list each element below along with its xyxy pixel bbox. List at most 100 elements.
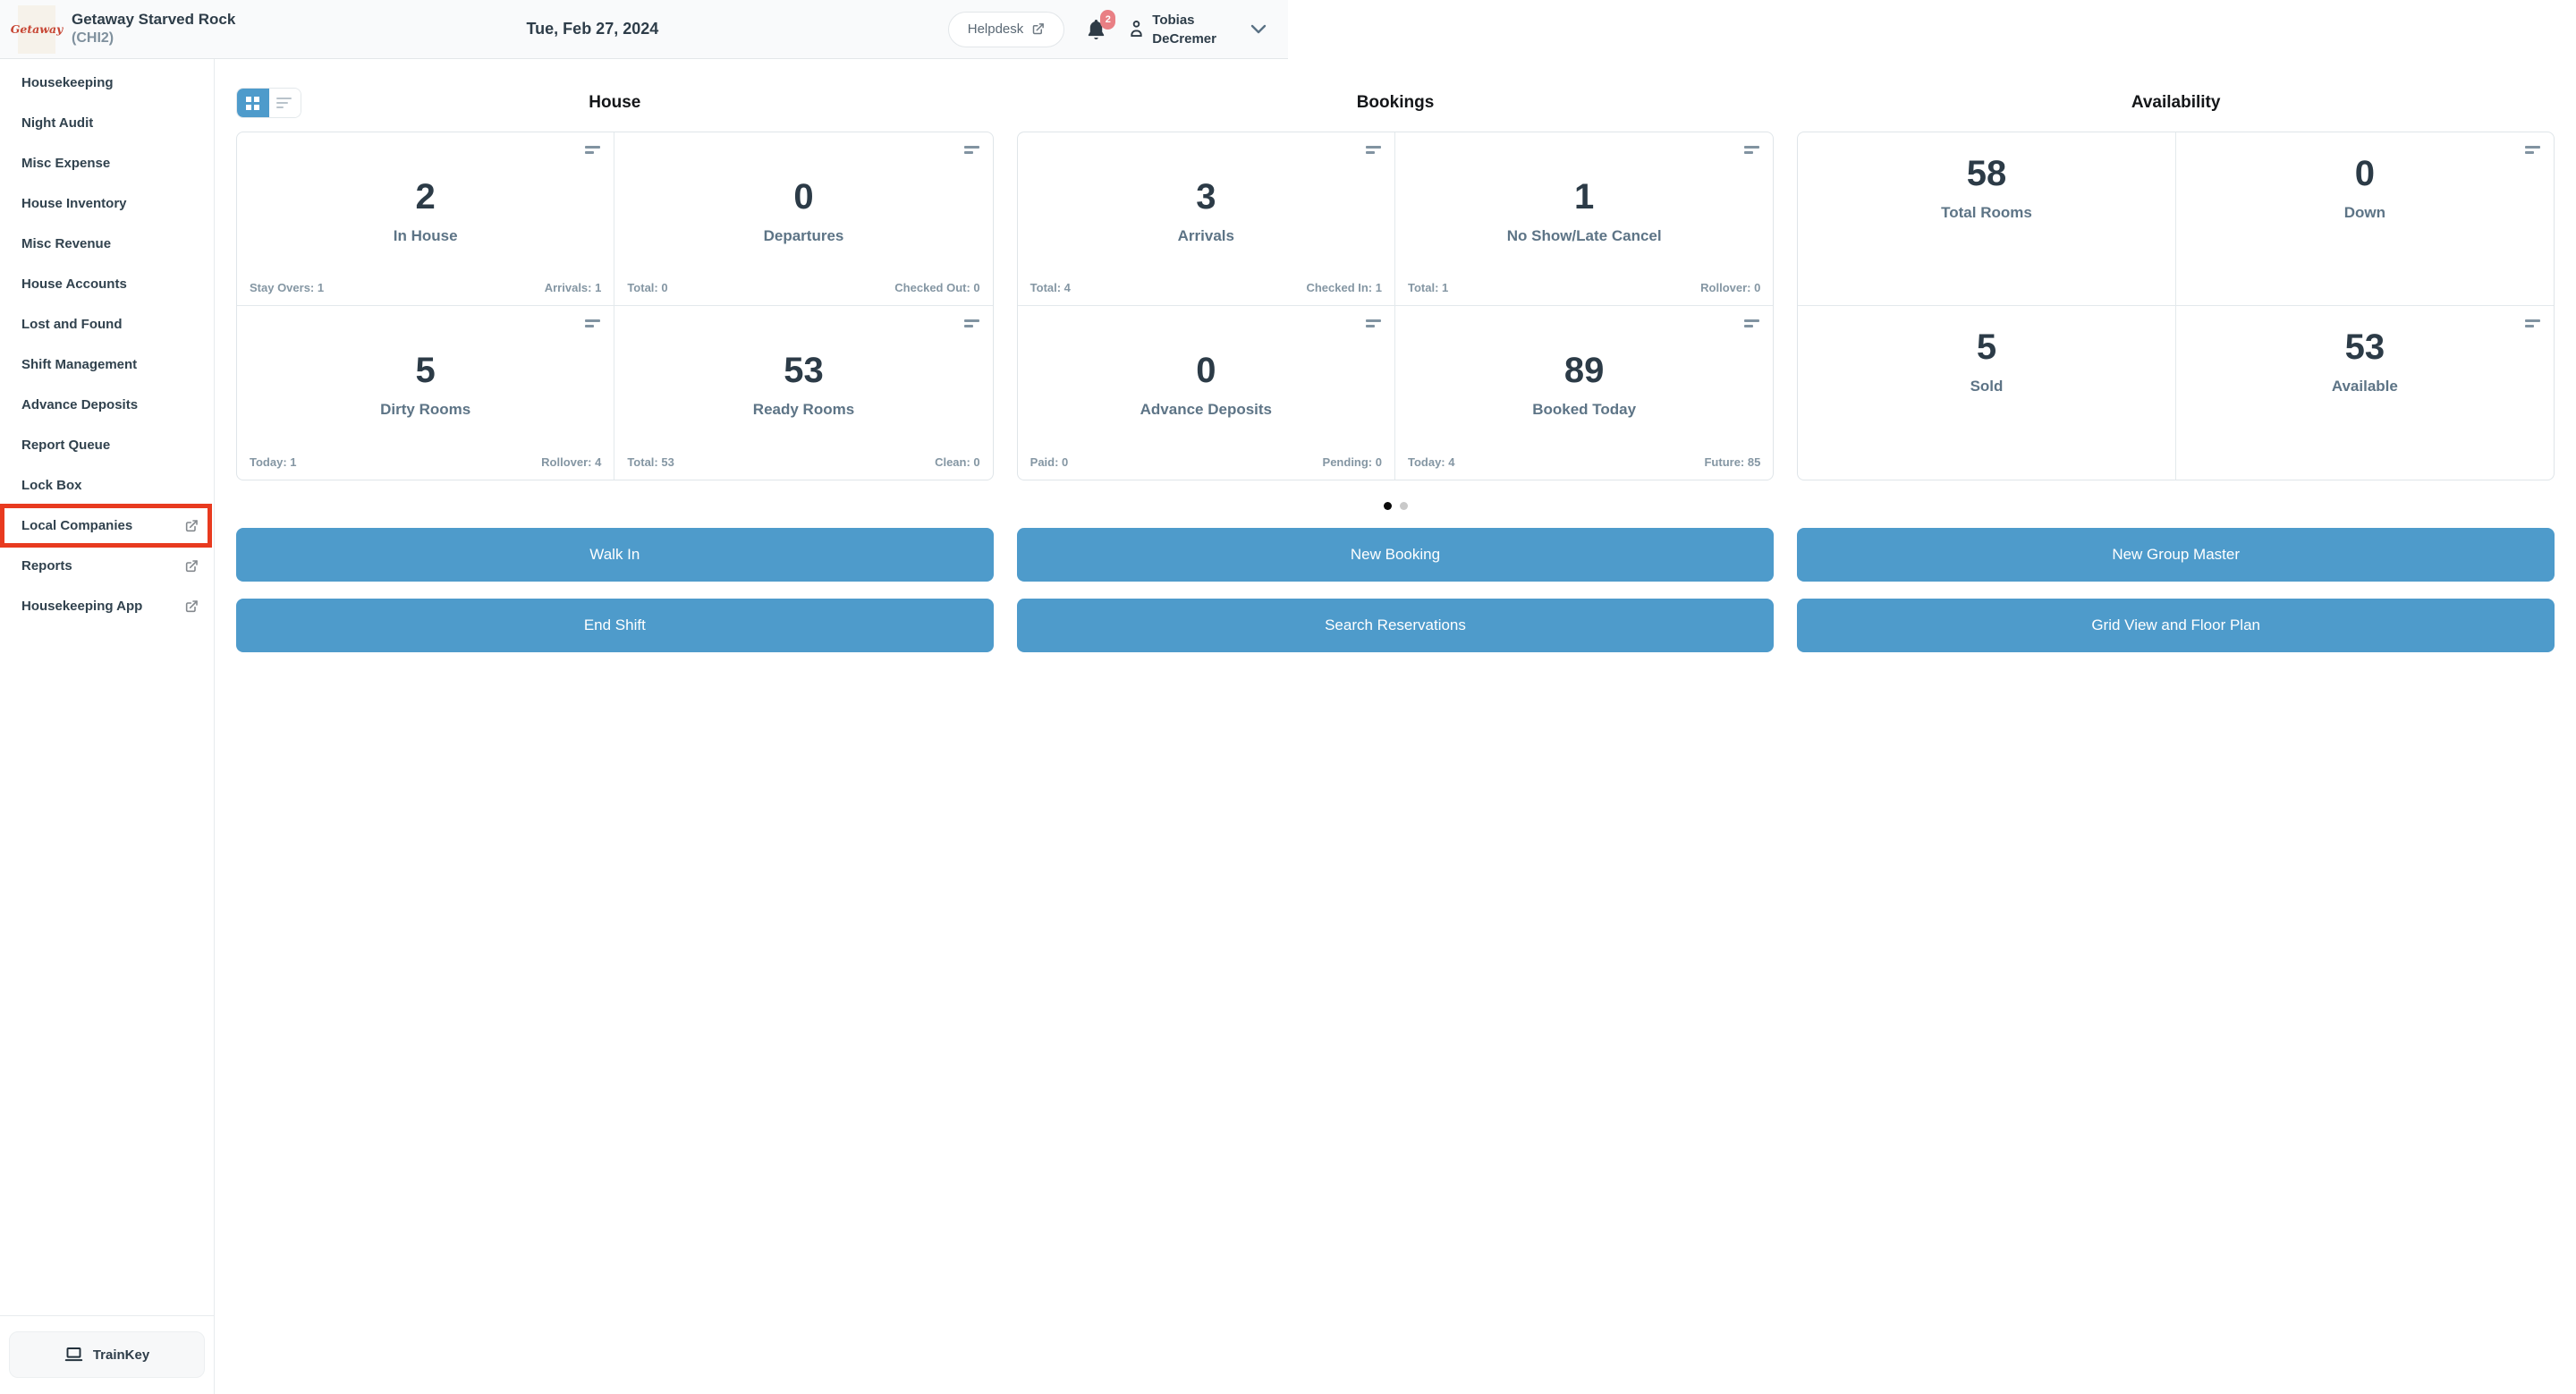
sidebar-item-lock-box[interactable]: Lock Box: [0, 465, 214, 506]
app-header: Getaway Getaway Starved Rock (CHI2) Tue,…: [0, 0, 1288, 59]
sidebar-item-advance-deposits[interactable]: Advance Deposits: [0, 385, 214, 425]
sidebar-item-house-inventory[interactable]: House Inventory: [0, 183, 214, 224]
sidebar-item-reports[interactable]: Reports: [0, 546, 214, 586]
user-menu[interactable]: Tobias DeCremer: [1129, 11, 1216, 48]
card-menu-icon[interactable]: [585, 319, 601, 327]
list-view-button[interactable]: [268, 89, 301, 117]
stat-card-no-show-late-cancel[interactable]: 1 No Show/Late Cancel Total: 1 Rollover:…: [1394, 132, 1774, 306]
stat-value: 1: [1574, 177, 1595, 217]
stat-card-sold[interactable]: 5 Sold: [1798, 306, 2176, 480]
stat-footer-right: Rollover: 0: [1700, 281, 1761, 294]
walk-in-button[interactable]: Walk In: [236, 528, 994, 582]
stat-footer-left: Stay Overs: 1: [250, 281, 325, 294]
property-block: Getaway Starved Rock (CHI2): [72, 10, 235, 48]
sidebar-item-housekeeping[interactable]: Housekeeping: [0, 63, 214, 103]
stat-footer: Paid: 0 Pending: 0: [1030, 455, 1382, 469]
stat-footer: Today: 4 Future: 85: [1408, 455, 1760, 469]
stat-footer: Total: 1 Rollover: 0: [1408, 281, 1760, 294]
house-card-grid: 2 In House Stay Overs: 1 Arrivals: 1 0 D…: [236, 132, 994, 480]
sidebar-item-report-queue[interactable]: Report Queue: [0, 425, 214, 465]
sidebar-item-label: Reports: [21, 558, 72, 574]
sidebar-item-label: Misc Expense: [21, 156, 111, 171]
card-menu-icon[interactable]: [963, 319, 979, 327]
sidebar-item-night-audit[interactable]: Night Audit: [0, 103, 214, 143]
new-group-master-button[interactable]: New Group Master: [1797, 528, 2555, 582]
sidebar-item-house-accounts[interactable]: House Accounts: [0, 264, 214, 304]
card-menu-icon[interactable]: [1744, 146, 1760, 154]
stat-footer-right: Future: 85: [1704, 455, 1761, 469]
user-name: Tobias DeCremer: [1152, 11, 1216, 48]
notification-badge: 2: [1100, 9, 1116, 30]
helpdesk-button[interactable]: Helpdesk: [947, 11, 1065, 47]
stat-card-available[interactable]: 53 Available: [2176, 306, 2554, 480]
sidebar-item-label: Advance Deposits: [21, 397, 139, 412]
stat-card-departures[interactable]: 0 Departures Total: 0 Checked Out: 0: [614, 132, 993, 306]
end-shift-button[interactable]: End Shift: [236, 599, 994, 652]
section-title-availability: Availability: [2131, 93, 2221, 112]
sidebar-item-misc-revenue[interactable]: Misc Revenue: [0, 224, 214, 264]
stat-sections: 2 In House Stay Overs: 1 Arrivals: 1 0 D…: [236, 132, 2555, 480]
stat-value: 58: [1966, 154, 2007, 193]
availability-heading-cell: Availability: [1797, 88, 2555, 118]
pagination-dot-2[interactable]: [1399, 502, 1408, 510]
stat-card-ready-rooms[interactable]: 53 Ready Rooms Total: 53 Clean: 0: [614, 306, 992, 480]
sidebar-item-shift-management[interactable]: Shift Management: [0, 344, 214, 385]
stat-label: In House: [393, 227, 458, 244]
stat-label: Ready Rooms: [752, 401, 855, 418]
stat-footer-left: Total: 4: [1030, 281, 1071, 294]
sidebar-item-local-companies[interactable]: Local Companies: [0, 504, 214, 548]
grid-view-floor-plan-button[interactable]: Grid View and Floor Plan: [1797, 599, 2555, 652]
card-menu-icon[interactable]: [2525, 146, 2540, 154]
user-menu-toggle[interactable]: [1250, 24, 1267, 35]
bookings-card-grid: 3 Arrivals Total: 4 Checked In: 1 1 No S…: [1016, 132, 1775, 480]
card-menu-icon[interactable]: [1365, 319, 1381, 327]
grid-view-button[interactable]: [237, 89, 269, 117]
new-booking-button[interactable]: New Booking: [1016, 528, 1775, 582]
card-menu-icon[interactable]: [2525, 319, 2540, 327]
stat-card-advance-deposits[interactable]: 0 Advance Deposits Paid: 0 Pending: 0: [1018, 306, 1395, 480]
external-link-icon: [184, 599, 199, 614]
trainkey-label: TrainKey: [92, 1347, 150, 1363]
stat-card-down[interactable]: 0 Down: [2175, 132, 2554, 306]
stat-footer-left: Paid: 0: [1030, 455, 1069, 469]
card-menu-icon[interactable]: [1744, 319, 1760, 327]
quick-actions: Walk In New Booking New Group Master End…: [236, 528, 2555, 652]
sidebar-item-label: Night Audit: [21, 115, 94, 131]
stat-card-in-house[interactable]: 2 In House Stay Overs: 1 Arrivals: 1: [237, 132, 615, 306]
sidebar-item-label: Lost and Found: [21, 317, 123, 332]
stat-footer-right: Checked Out: 0: [894, 281, 980, 294]
external-link-icon: [184, 519, 199, 533]
search-reservations-button[interactable]: Search Reservations: [1016, 599, 1775, 652]
view-toggle: [236, 88, 301, 118]
card-menu-icon[interactable]: [585, 146, 601, 154]
property-name: Getaway Starved Rock: [72, 11, 236, 29]
bookings-heading-cell: Bookings: [1017, 88, 1775, 118]
stat-card-dirty-rooms[interactable]: 5 Dirty Rooms Today: 1 Rollover: 4: [237, 306, 615, 480]
stat-label: Booked Today: [1532, 401, 1637, 418]
sidebar-item-misc-expense[interactable]: Misc Expense: [0, 143, 214, 183]
stat-footer: Stay Overs: 1 Arrivals: 1: [250, 281, 601, 294]
stat-value: 3: [1196, 177, 1216, 217]
card-menu-icon[interactable]: [1365, 146, 1381, 154]
stat-footer: Today: 1 Rollover: 4: [250, 455, 601, 469]
stat-card-arrivals[interactable]: 3 Arrivals Total: 4 Checked In: 1: [1017, 132, 1395, 306]
stat-value: 53: [784, 351, 824, 390]
grid-view-icon: [246, 96, 260, 110]
sidebar-nav-list: Housekeeping Night Audit Misc Expense Ho…: [0, 59, 214, 626]
sidebar-item-lost-and-found[interactable]: Lost and Found: [0, 304, 214, 344]
stat-footer-left: Total: 1: [1407, 281, 1449, 294]
stat-card-booked-today[interactable]: 89 Booked Today Today: 4 Future: 85: [1395, 306, 1773, 480]
stat-footer-right: Clean: 0: [935, 455, 980, 469]
stat-card-total-rooms[interactable]: 58 Total Rooms: [1798, 132, 2176, 306]
header-controls: Helpdesk 2: [947, 9, 1288, 48]
sidebar-item-housekeeping-app[interactable]: Housekeeping App: [0, 586, 214, 626]
trainkey-button[interactable]: TrainKey: [9, 1331, 205, 1378]
external-link-icon: [184, 559, 199, 574]
stat-value: 5: [1976, 327, 1997, 367]
card-menu-icon[interactable]: [963, 146, 979, 154]
availability-card-grid: 58 Total Rooms 0 Down 5 Sold 53 Availabl…: [1797, 132, 2555, 480]
sidebar-item-label: Shift Management: [21, 357, 138, 372]
pagination-dot-1[interactable]: [1383, 502, 1392, 510]
sidebar-item-label: House Accounts: [21, 276, 127, 292]
notifications-bell[interactable]: 2: [1086, 9, 1116, 41]
